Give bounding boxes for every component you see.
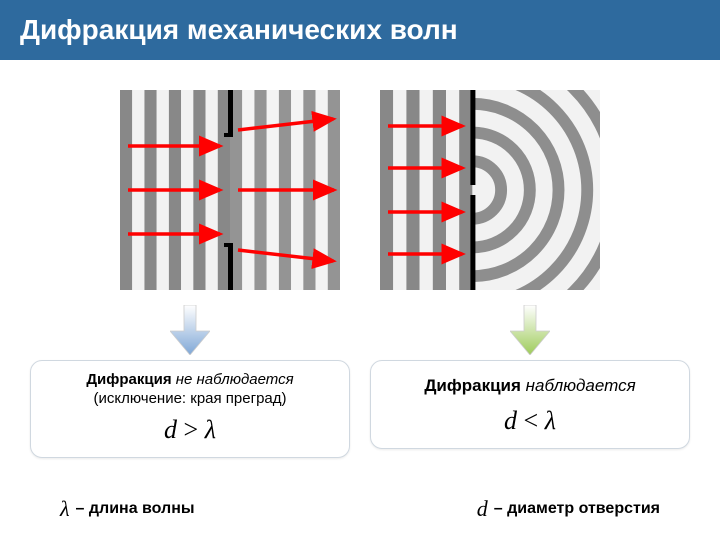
callout-left-formula: d > λ	[43, 415, 337, 445]
callout-right: Дифракция наблюдается d < λ	[370, 360, 690, 480]
diffraction-diagram	[120, 90, 600, 290]
lambda-symbol: λ	[60, 496, 70, 522]
d-symbol: d	[477, 496, 488, 522]
callout-left-line2: (исключение: края преград)	[93, 390, 286, 407]
legend-d: d – диаметр отверстия	[477, 496, 660, 522]
callout-left-label: Дифракция не наблюдается (исключение: кр…	[43, 371, 337, 409]
callout-right-formula: d < λ	[383, 406, 677, 436]
callout-left-strong: Дифракция	[86, 371, 175, 388]
callout-right-em: наблюдается	[526, 376, 636, 395]
lambda-text: – длина волны	[76, 500, 195, 518]
callout-left-box: Дифракция не наблюдается (исключение: кр…	[30, 360, 350, 458]
legend-row: λ – длина волны d – диаметр отверстия	[60, 496, 660, 522]
callout-right-label: Дифракция наблюдается	[383, 371, 677, 400]
callout-row: Дифракция не наблюдается (исключение: кр…	[30, 360, 690, 480]
callout-arrow-left	[170, 305, 210, 355]
callout-left: Дифракция не наблюдается (исключение: кр…	[30, 360, 350, 480]
callout-arrow-right	[510, 305, 550, 355]
page-title: Дифракция механических волн	[20, 14, 458, 46]
legend-lambda: λ – длина волны	[60, 496, 195, 522]
title-bar: Дифракция механических волн	[0, 0, 720, 60]
d-text: – диаметр отверстия	[494, 500, 660, 518]
callout-left-em: не наблюдается	[176, 371, 294, 388]
callout-right-box: Дифракция наблюдается d < λ	[370, 360, 690, 449]
diagram-area	[120, 90, 600, 290]
callout-right-strong: Дифракция	[424, 376, 525, 395]
